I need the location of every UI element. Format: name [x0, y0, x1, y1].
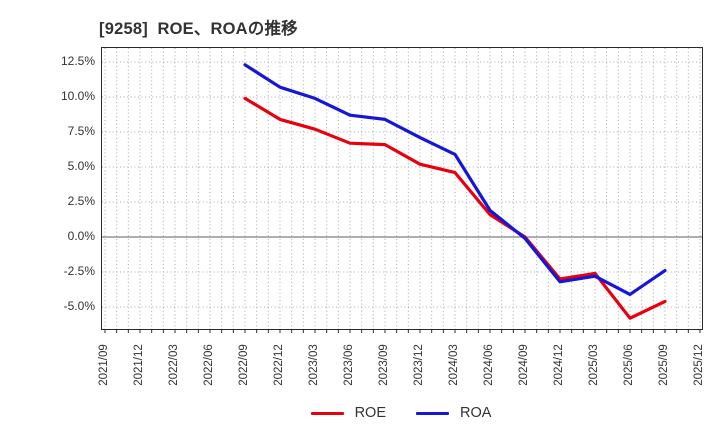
- legend-item-roa: ROA: [416, 405, 491, 421]
- x-tick-label: 2023/09: [378, 344, 390, 386]
- legend-label: ROA: [460, 405, 492, 421]
- x-tick-label: 2023/03: [308, 344, 320, 386]
- x-tick-label: 2025/03: [588, 344, 600, 386]
- x-tick-label: 2025/09: [658, 344, 670, 386]
- x-tick-label: 2024/12: [553, 344, 565, 386]
- x-tick-label: 2022/09: [238, 344, 250, 386]
- x-tick-label: 2024/06: [483, 344, 495, 386]
- x-tick-label: 2024/09: [518, 344, 530, 386]
- x-tick-label: 2025/12: [693, 344, 705, 386]
- plot-svg: [102, 48, 702, 333]
- y-tick-label: 2.5%: [67, 194, 95, 208]
- x-tick-label: 2024/03: [448, 344, 460, 386]
- plot-area: [101, 47, 703, 333]
- x-tick-label: 2023/06: [343, 344, 355, 386]
- x-tick-label: 2022/03: [168, 344, 180, 386]
- y-tick-label: 5.0%: [67, 159, 95, 173]
- y-tick-label: 12.5%: [60, 54, 95, 68]
- legend-swatch-roa: [416, 411, 449, 415]
- y-tick-label: -5.0%: [63, 299, 95, 313]
- y-tick-label: 0.0%: [67, 229, 95, 243]
- legend: ROE ROA: [101, 401, 701, 425]
- y-tick-label: -2.5%: [63, 264, 95, 278]
- x-tick-label: 2025/06: [623, 344, 635, 386]
- chart-title: [9258] ROE、ROAの推移: [99, 20, 298, 38]
- legend-label: ROE: [354, 405, 386, 421]
- series-line-roe: [243, 96, 667, 320]
- series-line-roa: [243, 63, 667, 296]
- x-tick-label: 2021/12: [133, 344, 145, 386]
- x-tick-label: 2022/12: [273, 344, 285, 386]
- x-tick-label: 2022/06: [203, 344, 215, 386]
- y-tick-label: 10.0%: [60, 89, 95, 103]
- legend-swatch-roe: [310, 411, 344, 415]
- x-tick-label: 2021/09: [98, 344, 110, 386]
- y-tick-label: 7.5%: [67, 124, 95, 138]
- legend-item-roe: ROE: [310, 405, 386, 421]
- x-tick-label: 2023/12: [413, 344, 425, 386]
